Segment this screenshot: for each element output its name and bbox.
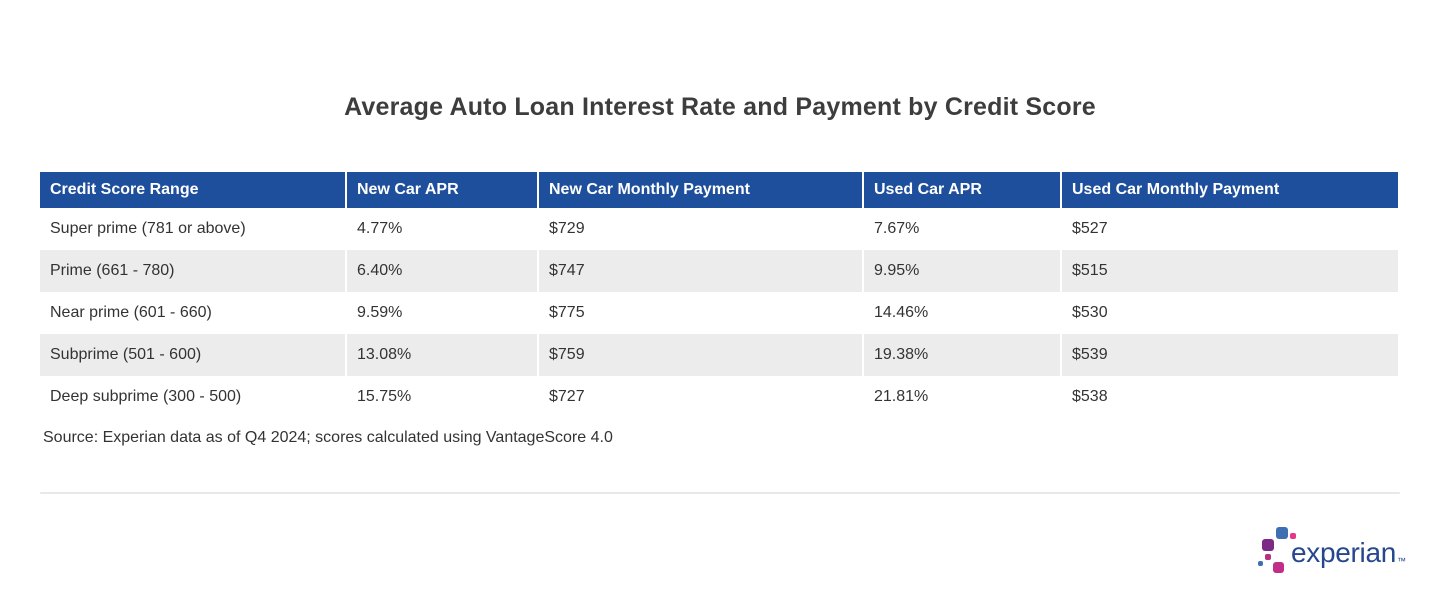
table-cell: Super prime (781 or above) <box>40 208 345 250</box>
table-row: Deep subprime (300 - 500) 15.75% $727 21.81… <box>40 376 1398 418</box>
table-cell: $775 <box>537 292 862 334</box>
experian-logo-pink-dot-icon <box>1290 533 1296 539</box>
experian-logo: experian™ <box>1258 525 1406 577</box>
table-cell: $747 <box>537 250 862 292</box>
table-cell: 7.67% <box>862 208 1060 250</box>
table-cell: 14.46% <box>862 292 1060 334</box>
auto-loan-table: Credit Score Range New Car APR New Car Mon… <box>40 172 1398 418</box>
table-cell: Subprime (501 - 600) <box>40 334 345 376</box>
table-cell: $539 <box>1060 334 1398 376</box>
table-row: Near prime (601 - 660) 9.59% $775 14.46% $53… <box>40 292 1398 334</box>
trademark-symbol: ™ <box>1397 556 1406 566</box>
column-header-1: Credit Score Range <box>40 172 345 208</box>
table-cell: 9.95% <box>862 250 1060 292</box>
column-header-4: Used Car APR <box>862 172 1060 208</box>
column-header-5: Used Car Monthly Payment <box>1060 172 1398 208</box>
table-cell: 13.08% <box>345 334 537 376</box>
table-cell: Prime (661 - 780) <box>40 250 345 292</box>
table-cell: 6.40% <box>345 250 537 292</box>
experian-logo-magenta-dot-icon <box>1265 554 1271 560</box>
experian-logo-text: experian <box>1291 537 1397 568</box>
auto-loan-table-container: Credit Score Range New Car APR New Car Mon… <box>40 172 1398 418</box>
experian-logo-blue-square-icon <box>1276 527 1288 539</box>
table-cell: $538 <box>1060 376 1398 418</box>
table-body: Super prime (781 or above) 4.77% $729 7.67%… <box>40 208 1398 418</box>
table-cell: $729 <box>537 208 862 250</box>
table-row: Subprime (501 - 600) 13.08% $759 19.38% $539 <box>40 334 1398 376</box>
table-cell: $759 <box>537 334 862 376</box>
table-cell: $530 <box>1060 292 1398 334</box>
column-header-3: New Car Monthly Payment <box>537 172 862 208</box>
experian-logo-blue-dot-icon <box>1258 561 1263 566</box>
table-cell: 4.77% <box>345 208 537 250</box>
table-cell: Near prime (601 - 660) <box>40 292 345 334</box>
column-header-2: New Car APR <box>345 172 537 208</box>
table-row: Super prime (781 or above) 4.77% $729 7.67%… <box>40 208 1398 250</box>
table-cell: $527 <box>1060 208 1398 250</box>
table-cell: 15.75% <box>345 376 537 418</box>
table-cell: $727 <box>537 376 862 418</box>
table-cell: 19.38% <box>862 334 1060 376</box>
table-cell: 21.81% <box>862 376 1060 418</box>
footer-divider <box>40 492 1400 494</box>
table-row: Prime (661 - 780) 6.40% $747 9.95% $515 <box>40 250 1398 292</box>
table-cell: 9.59% <box>345 292 537 334</box>
experian-logo-purple-square-icon <box>1262 539 1274 551</box>
table-cell: Deep subprime (300 - 500) <box>40 376 345 418</box>
source-note: Source: Experian data as of Q4 2024; sco… <box>43 429 613 446</box>
experian-logo-wordmark: experian™ <box>1291 537 1406 573</box>
experian-logo-magenta-square-icon <box>1273 562 1284 573</box>
page-title: Average Auto Loan Interest Rate and Paym… <box>344 92 1096 121</box>
table-header-row: Credit Score Range New Car APR New Car Mon… <box>40 172 1398 208</box>
table-cell: $515 <box>1060 250 1398 292</box>
